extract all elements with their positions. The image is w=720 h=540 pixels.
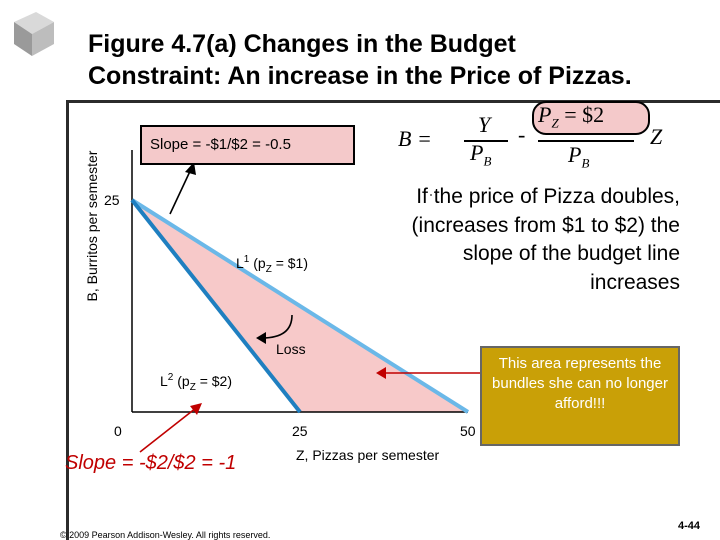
eq-num1: Y [478,112,491,137]
title-line-1: Figure 4.7(a) Changes in the Budget [88,30,516,58]
page-title: Figure 4.7(a) Changes in the Budget Cons… [88,28,708,92]
eq-fraction-bar-1 [464,140,508,142]
eq-minus: - [518,122,526,147]
eq-lhs: B = [398,126,432,151]
arrow-slope-top-head [185,162,196,175]
budget-line-l1 [130,198,470,414]
area-note-box: This area represents the bundles she can… [480,346,680,446]
page-number: 4-44 [678,520,701,532]
arrow-slope-bottom [139,407,197,453]
copyright: © 2009 Pearson Addison-Wesley. All right… [60,530,271,540]
slope-bottom-text: Slope = -$2/$2 = -1 [65,452,237,474]
pz-highlight-box [532,101,650,135]
arrow-loss-head [256,332,266,344]
eq-num2: PZ = $2 [538,102,605,131]
arrow-area-head [376,367,386,379]
arrow-loss [261,314,293,339]
slope-top-text: Slope = -$1/$2 = -0.5 [150,136,291,153]
loss-label: Loss [276,341,306,357]
eq-fraction-bar-2 [538,140,634,142]
slope-top-box: Slope = -$1/$2 = -0.5 [140,125,355,165]
arrow-slope-bottom-head [190,403,202,415]
left-band [0,0,66,540]
l1-label: L1 (pZ = $1) [236,254,308,275]
area-note-text: This area represents the bundles she can… [492,355,668,412]
logo-cube-icon [14,12,54,56]
x-tick-label-25: 25 [292,423,308,439]
y-tick-label-25: 25 [104,192,120,208]
left-rule [66,100,69,540]
top-rule [66,100,720,103]
eq-den1: PB [470,140,492,169]
eq-var: Z [650,124,663,149]
arrow-slope-top [169,166,193,215]
title-line-2: Constraint: An increase in the Price of … [88,62,632,90]
x-tick-label-0: 0 [114,423,122,439]
x-axis-label: Z, Pizzas per semester [296,447,439,463]
budget-line-l2 [130,198,302,414]
x-tick-label-50: 50 [460,423,476,439]
l2-label: L2 (pZ = $2) [160,372,232,393]
eq-den2: PB [568,142,590,171]
note-text: If the price of Pizza doubles, (increase… [411,185,680,294]
